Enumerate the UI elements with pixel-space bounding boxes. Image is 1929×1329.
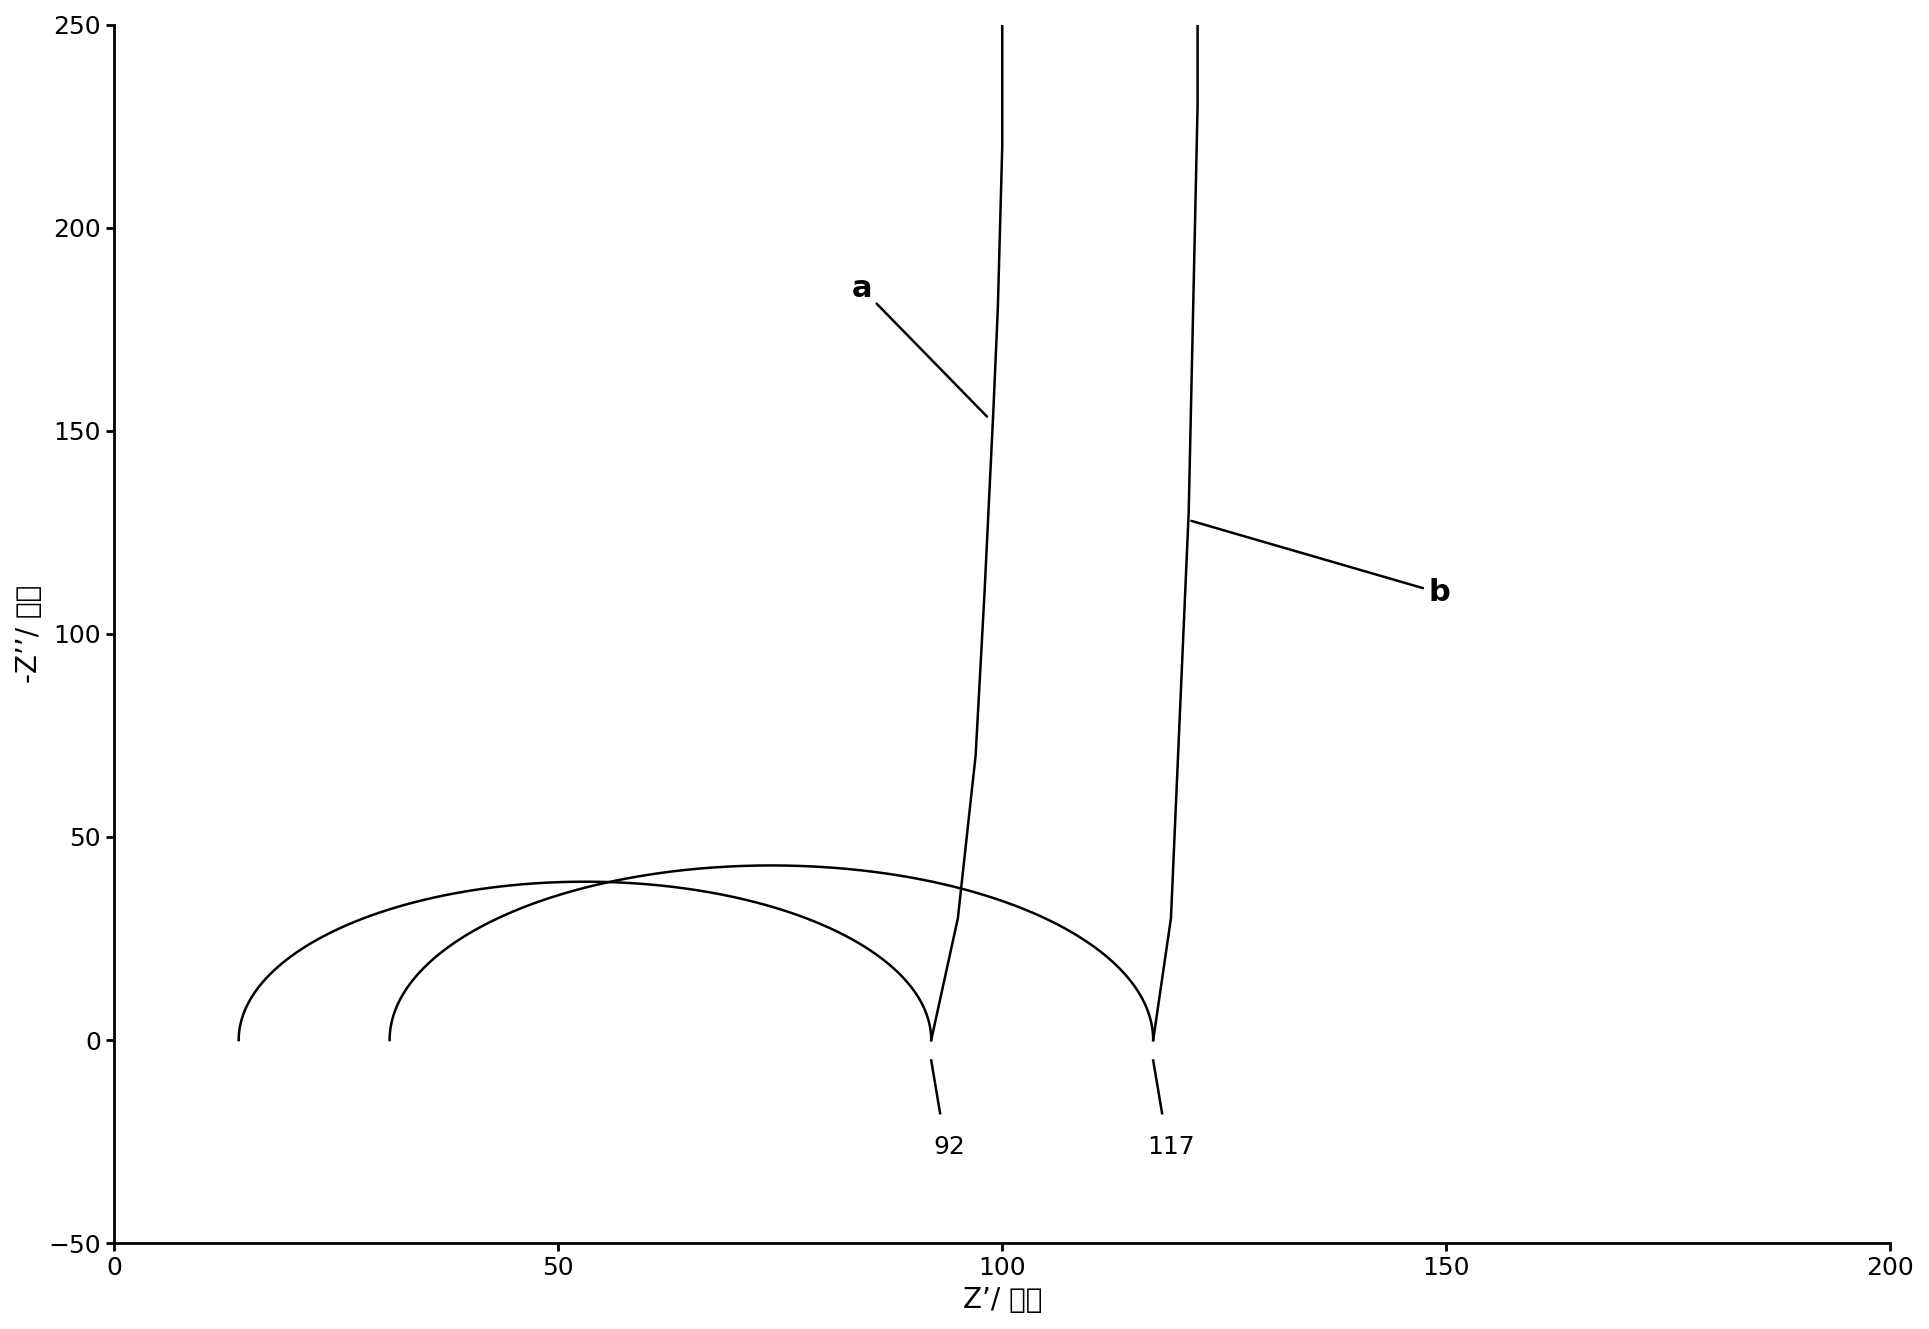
X-axis label: Z’/ 欧姆: Z’/ 欧姆 <box>963 1286 1042 1314</box>
Text: 117: 117 <box>1148 1135 1194 1159</box>
Y-axis label: -Z’’/ 欧姆: -Z’’/ 欧姆 <box>15 585 42 683</box>
Text: b: b <box>1192 521 1451 607</box>
Text: 92: 92 <box>934 1135 964 1159</box>
Text: a: a <box>851 274 988 416</box>
